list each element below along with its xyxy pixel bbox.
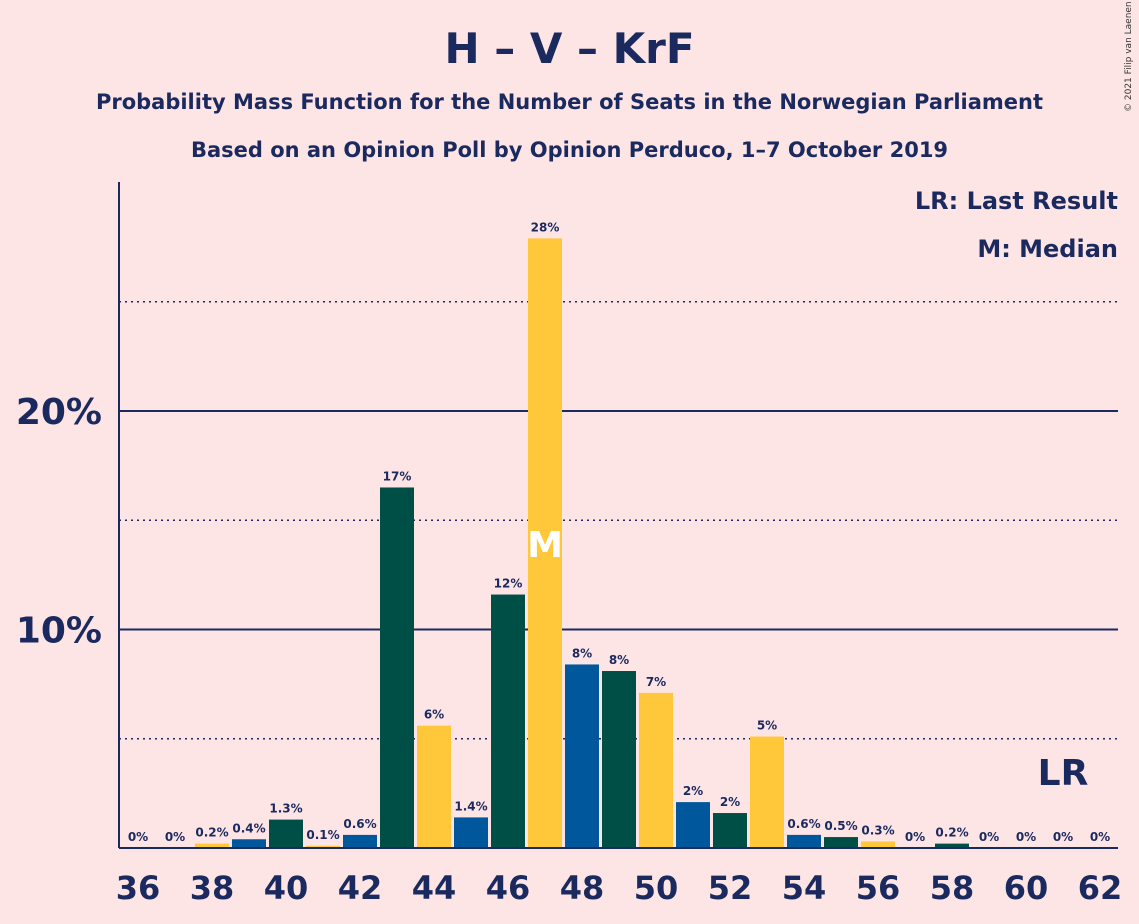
data-label: 6%: [424, 708, 444, 722]
data-label: 0.2%: [935, 826, 968, 840]
data-label: 0.4%: [232, 821, 265, 835]
data-label: 12%: [494, 577, 523, 591]
data-label: 2%: [683, 784, 703, 798]
x-tick-label: 46: [486, 869, 531, 907]
bar-seat-51: [676, 802, 710, 848]
x-tick-label: 52: [708, 869, 753, 907]
data-label: 0.5%: [824, 819, 857, 833]
data-label: 0%: [128, 830, 148, 844]
data-label: 0.1%: [306, 828, 339, 842]
bar-seat-43: [380, 487, 414, 848]
bar-seat-46: [491, 594, 525, 848]
bar-seat-38: [195, 843, 229, 848]
bar-seat-41: [306, 845, 340, 848]
bar-seat-55: [824, 837, 858, 848]
y-tick-label: 20%: [16, 392, 102, 433]
x-tick-label: 60: [1004, 869, 1049, 907]
data-label: 17%: [383, 469, 412, 483]
data-label: 0.3%: [861, 823, 894, 837]
data-label: 0.6%: [343, 817, 376, 831]
x-tick-label: 36: [116, 869, 161, 907]
legend-last-result: LR: Last Result: [915, 187, 1118, 215]
x-tick-label: 40: [264, 869, 309, 907]
x-tick-label: 50: [634, 869, 679, 907]
bar-seat-48: [565, 664, 599, 848]
bar-seat-40: [269, 819, 303, 848]
legend-median: M: Median: [977, 235, 1118, 263]
data-label: 0%: [1016, 830, 1036, 844]
data-label: 0.2%: [195, 826, 228, 840]
x-tick-label: 42: [338, 869, 383, 907]
data-label: 1.3%: [269, 802, 302, 816]
x-tick-label: 38: [190, 869, 235, 907]
data-label: 0%: [979, 830, 999, 844]
data-labels: 0% 0% 0.2% 0.4% 1.3% 0.1% 0.6% 17% 6% 1.4% 12% 28% 8…: [128, 220, 1110, 844]
last-result-marker: LR: [1038, 753, 1089, 794]
bar-seat-54: [787, 834, 821, 848]
data-label: 0.6%: [787, 817, 820, 831]
data-label: 2%: [720, 795, 740, 809]
markers: M LR: [527, 525, 1088, 794]
x-tick-label: 54: [782, 869, 827, 907]
x-tick-label: 62: [1078, 869, 1123, 907]
chart-title: H – V – KrF: [444, 24, 695, 73]
bar-seat-58: [935, 843, 969, 848]
bar-seat-42: [343, 834, 377, 848]
bar-seat-50: [639, 692, 673, 848]
data-label: 0%: [165, 830, 185, 844]
data-label: 8%: [572, 646, 592, 660]
chart-subtitle-poll: Based on an Opinion Poll by Opinion Perd…: [190, 138, 949, 162]
bar-seat-53: [750, 736, 784, 848]
bar-seat-47: [528, 238, 562, 848]
bar-seat-49: [602, 671, 636, 848]
x-tick-label: 48: [560, 869, 605, 907]
bar-seat-56: [861, 841, 895, 848]
x-tick-label: 44: [412, 869, 457, 907]
bar-seat-39: [232, 839, 266, 848]
data-label: 0%: [1090, 830, 1110, 844]
median-marker: M: [527, 525, 563, 566]
data-label: 7%: [646, 675, 666, 689]
bars: [195, 238, 969, 848]
chart-subtitle: Probability Mass Function for the Number…: [95, 90, 1044, 114]
data-label: 8%: [609, 653, 629, 667]
data-label: 5%: [757, 719, 777, 733]
bar-seat-45: [454, 817, 488, 848]
x-tick-label: 58: [930, 869, 975, 907]
x-tick-label: 56: [856, 869, 901, 907]
bar-seat-44: [417, 725, 451, 848]
y-tick-label: 10%: [16, 611, 102, 652]
data-label: 0%: [905, 830, 925, 844]
data-label: 1.4%: [454, 799, 487, 813]
axes: 36 38 40 42 44 46 48 50 52 54 56 58 60 62 10% 20%: [16, 182, 1122, 907]
data-label: 28%: [531, 220, 560, 234]
bar-seat-52: [713, 813, 747, 848]
data-label: 0%: [1053, 830, 1073, 844]
